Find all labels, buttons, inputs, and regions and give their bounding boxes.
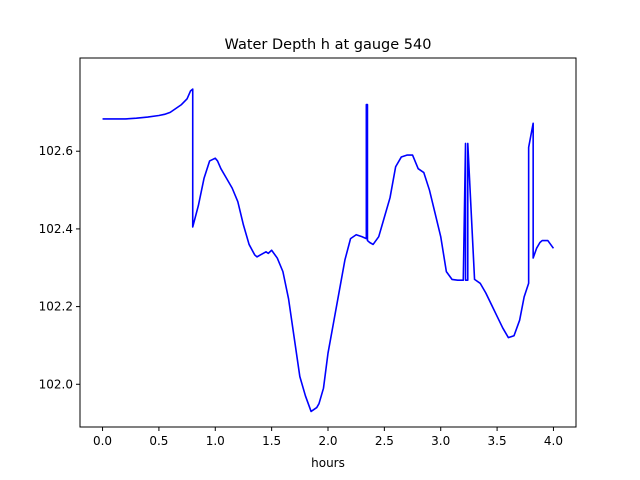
series-line-1 <box>102 88 555 413</box>
y-tick-label: 102.4 <box>39 222 73 236</box>
y-tick-label: 102.6 <box>39 144 73 158</box>
x-axis: 0.0 0.5 1.0 1.5 2.0 2.5 3.0 3.5 4.0 <box>93 427 563 448</box>
x-tick-label: 0.0 <box>93 434 112 448</box>
x-tick-label: 1.0 <box>206 434 225 448</box>
x-tick-label: 4.0 <box>544 434 563 448</box>
x-tick-label: 3.0 <box>431 434 450 448</box>
y-tick-label: 102.0 <box>39 377 73 391</box>
y-axis: 102.0 102.2 102.4 102.6 <box>39 144 80 391</box>
plot-area <box>79 57 577 428</box>
x-tick-label: 2.0 <box>318 434 337 448</box>
x-tick-label: 0.5 <box>149 434 168 448</box>
x-tick-label: 3.5 <box>488 434 507 448</box>
y-tick-label: 102.2 <box>39 300 73 314</box>
plot-frame <box>79 57 577 428</box>
x-axis-title: hours <box>311 456 345 470</box>
x-tick-label: 2.5 <box>375 434 394 448</box>
x-tick-label: 1.5 <box>262 434 281 448</box>
chart-title: Water Depth h at gauge 540 <box>225 37 432 53</box>
